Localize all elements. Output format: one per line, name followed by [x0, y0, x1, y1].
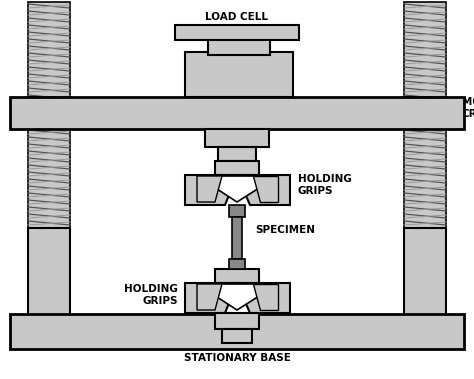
Bar — [205, 129, 269, 147]
Bar — [185, 52, 293, 97]
Bar — [215, 313, 259, 329]
Bar — [215, 269, 259, 283]
Polygon shape — [185, 175, 237, 205]
Bar — [10, 314, 464, 349]
Polygon shape — [237, 175, 290, 205]
Bar — [229, 259, 245, 269]
Polygon shape — [197, 284, 278, 310]
Text: HOLDING
GRIPS: HOLDING GRIPS — [298, 174, 352, 196]
Bar — [222, 329, 252, 343]
Bar — [404, 2, 446, 97]
Bar — [232, 217, 242, 259]
Polygon shape — [197, 284, 222, 310]
Bar — [28, 228, 70, 316]
Polygon shape — [185, 283, 237, 313]
Bar — [215, 161, 259, 175]
Polygon shape — [197, 176, 222, 202]
Bar — [208, 35, 270, 55]
Bar — [10, 97, 464, 129]
Bar — [28, 2, 70, 97]
Text: LOAD CELL: LOAD CELL — [206, 12, 268, 22]
Polygon shape — [253, 284, 278, 310]
Bar — [175, 25, 299, 40]
Polygon shape — [253, 176, 278, 202]
Text: MOVING
CROSSHEAD: MOVING CROSSHEAD — [462, 97, 474, 119]
Text: SPECIMEN: SPECIMEN — [255, 225, 315, 235]
Polygon shape — [237, 283, 290, 313]
Text: STATIONARY BASE: STATIONARY BASE — [183, 353, 291, 363]
Bar — [229, 205, 245, 217]
Text: HOLDING
GRIPS: HOLDING GRIPS — [124, 284, 178, 306]
Bar — [28, 128, 70, 228]
Bar — [404, 228, 446, 316]
Bar — [218, 147, 256, 161]
Polygon shape — [197, 176, 278, 202]
Bar — [404, 128, 446, 228]
